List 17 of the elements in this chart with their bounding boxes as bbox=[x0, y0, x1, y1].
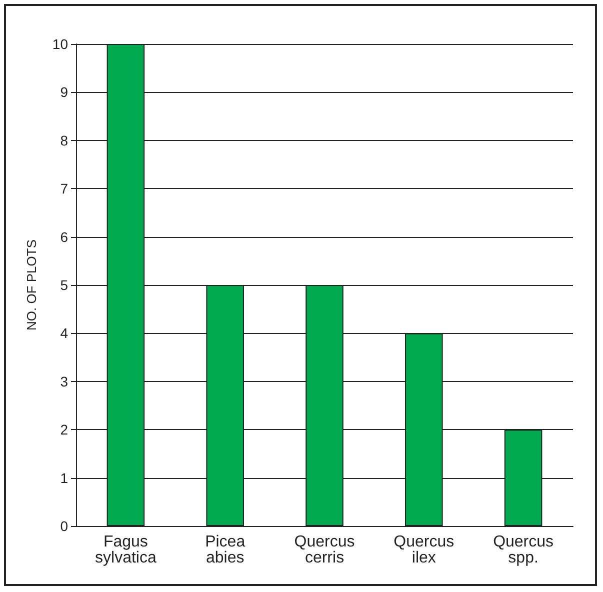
y-tick-label: 4 bbox=[60, 325, 68, 342]
x-tick-label: Picea abies bbox=[205, 534, 246, 566]
y-tick-label: 1 bbox=[60, 470, 68, 486]
x-tick-label: Quercus ilex bbox=[394, 534, 454, 566]
x-tick-label: Fagus sylvatica bbox=[95, 534, 156, 566]
y-tick-label: 8 bbox=[60, 132, 68, 148]
y-tick-label: 7 bbox=[60, 180, 68, 197]
y-tick-label: 3 bbox=[60, 373, 68, 390]
y-tick-label: 9 bbox=[60, 84, 68, 100]
y-axis-title: NO. OF PLOTS bbox=[24, 239, 39, 331]
y-tick-label: 2 bbox=[60, 422, 68, 438]
y-tick-label: 0 bbox=[60, 518, 68, 534]
x-tick-label: Quercus cerris bbox=[294, 534, 355, 566]
y-tick-label: 10 bbox=[52, 36, 68, 52]
y-tick-label: 5 bbox=[60, 277, 68, 293]
y-tick-label: 6 bbox=[60, 228, 68, 245]
x-tick-label: Quercus spp. bbox=[493, 534, 554, 566]
